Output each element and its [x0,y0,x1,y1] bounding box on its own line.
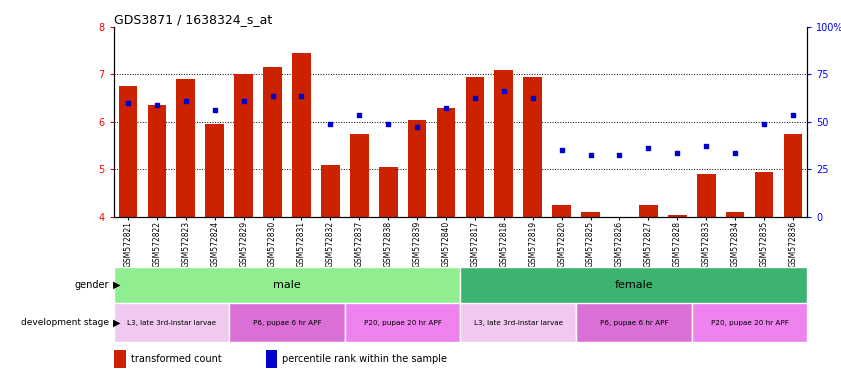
Bar [408,119,426,217]
Point [584,152,597,158]
Text: L3, late 3rd-instar larvae: L3, late 3rd-instar larvae [473,319,563,326]
Point [497,88,510,94]
Point [237,98,251,104]
Point [151,102,164,108]
Point [670,150,684,156]
Bar [726,212,744,217]
Bar [177,79,195,217]
Bar [263,67,282,217]
Bar [205,124,224,217]
Bar [697,174,716,217]
Point [700,142,713,149]
Bar [466,77,484,217]
Point [439,104,452,111]
Point [757,121,770,127]
Bar [495,70,513,217]
Bar [691,303,807,342]
Text: development stage: development stage [21,318,109,327]
Text: transformed count: transformed count [131,354,222,364]
Bar [461,303,576,342]
Text: ▶: ▶ [113,280,120,290]
Point [179,98,193,104]
Point [526,95,539,101]
Text: percentile rank within the sample: percentile rank within the sample [282,354,447,364]
Point [468,95,482,101]
Point [352,112,366,118]
Bar [553,205,571,217]
Bar [114,267,461,303]
Bar [523,77,542,217]
Bar [754,172,774,217]
Bar [378,167,398,217]
Bar [292,53,311,217]
Bar [784,134,802,217]
Bar [461,267,807,303]
Bar [114,350,126,368]
Point [786,112,800,118]
Text: L3, late 3rd-instar larvae: L3, late 3rd-instar larvae [127,319,216,326]
Text: P20, pupae 20 hr APF: P20, pupae 20 hr APF [363,319,442,326]
Point [410,124,424,130]
Point [266,93,279,99]
Bar [668,215,686,217]
Point [642,145,655,151]
Bar [639,205,658,217]
Text: P6, pupae 6 hr APF: P6, pupae 6 hr APF [252,319,321,326]
Bar [436,108,455,217]
Bar [229,303,345,342]
Point [121,100,135,106]
Text: female: female [615,280,653,290]
Bar [581,212,600,217]
Bar [350,134,368,217]
Point [208,107,221,113]
Text: P20, pupae 20 hr APF: P20, pupae 20 hr APF [711,319,789,326]
Bar [235,74,253,217]
Text: male: male [273,280,301,290]
Point [324,121,337,127]
Point [294,93,308,99]
Point [555,147,569,154]
Bar [147,105,167,217]
Point [728,150,742,156]
Bar [345,303,461,342]
Bar [576,303,691,342]
Text: ▶: ▶ [113,318,120,328]
Text: gender: gender [75,280,109,290]
Point [613,152,627,158]
Bar [266,350,277,368]
Bar [114,303,229,342]
Bar [321,165,340,217]
Bar [119,86,137,217]
Text: P6, pupae 6 hr APF: P6, pupae 6 hr APF [600,319,669,326]
Point [382,121,395,127]
Text: GDS3871 / 1638324_s_at: GDS3871 / 1638324_s_at [114,13,272,26]
